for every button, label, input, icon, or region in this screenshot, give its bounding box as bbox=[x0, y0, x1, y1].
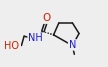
Text: HO: HO bbox=[4, 41, 19, 51]
Text: N: N bbox=[69, 40, 76, 50]
Text: O: O bbox=[43, 13, 51, 23]
Text: NH: NH bbox=[28, 33, 43, 43]
